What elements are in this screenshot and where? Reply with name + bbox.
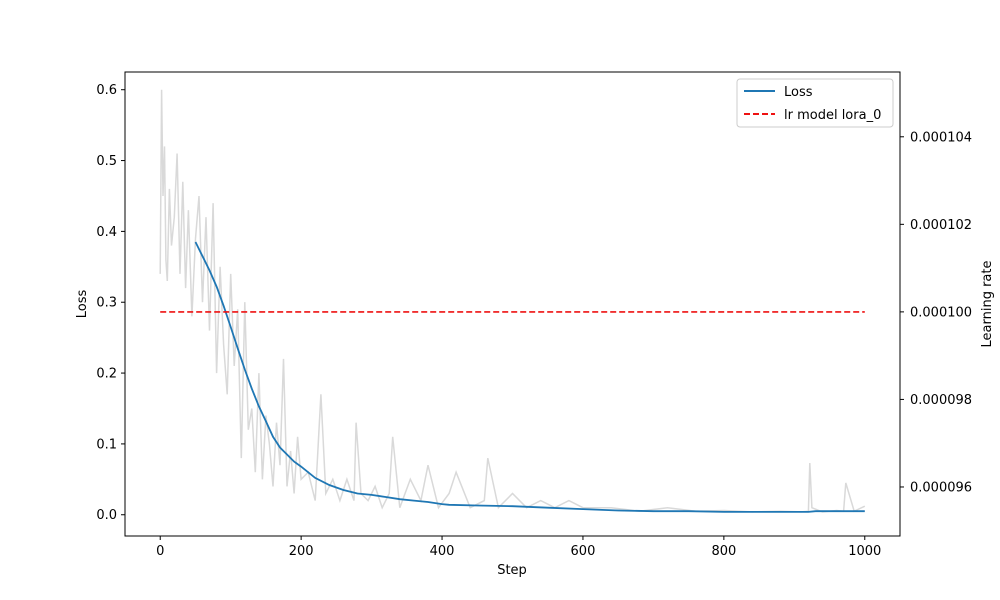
y-axis-right: 0.000096 0.000098 0.000100 0.000102 0.000104 (900, 130, 972, 495)
legend-box (736, 78, 894, 128)
raw-loss-layer (159, 89, 866, 513)
x-tick-label-800: 800 (711, 544, 736, 559)
y-tick-label-5: 0.5 (96, 154, 117, 169)
y2-tick-label-2: 0.000100 (910, 305, 972, 320)
legend: Loss lr model lora_0 (736, 78, 894, 128)
raw-loss-line (159, 89, 866, 513)
y-axis-title: Loss (75, 290, 90, 319)
y-axis-left: 0.0 0.1 0.2 0.3 0.4 0.5 0.6 (96, 83, 125, 523)
y-tick-label-3: 0.3 (96, 296, 117, 311)
loss-series-line (194, 241, 865, 513)
series-layer (160, 241, 865, 513)
y-tick-label-6: 0.6 (96, 83, 117, 98)
x-tick-label-200: 200 (289, 544, 314, 559)
y-tick-label-1: 0.1 (96, 437, 117, 452)
x-axis: 0 200 400 600 800 1000 (156, 536, 881, 559)
y2-tick-label-1: 0.000098 (910, 393, 972, 408)
x-axis-title: Step (497, 563, 527, 578)
y2-axis-title: Learning rate (980, 261, 995, 348)
x-tick-label-600: 600 (571, 544, 596, 559)
y2-tick-label-4: 0.000104 (910, 130, 972, 145)
x-tick-label-1000: 1000 (848, 544, 881, 559)
y-tick-label-4: 0.4 (96, 225, 117, 240)
x-tick-label-0: 0 (156, 544, 164, 559)
y-tick-label-0: 0.0 (96, 508, 117, 523)
x-tick-label-400: 400 (430, 544, 455, 559)
y2-tick-label-3: 0.000102 (910, 218, 972, 233)
plot-frame (124, 71, 901, 537)
y2-tick-label-0: 0.000096 (910, 480, 972, 495)
y-tick-label-2: 0.2 (96, 367, 117, 382)
legend-label-loss: Loss (784, 85, 813, 100)
legend-label-lr: lr model lora_0 (784, 108, 881, 123)
